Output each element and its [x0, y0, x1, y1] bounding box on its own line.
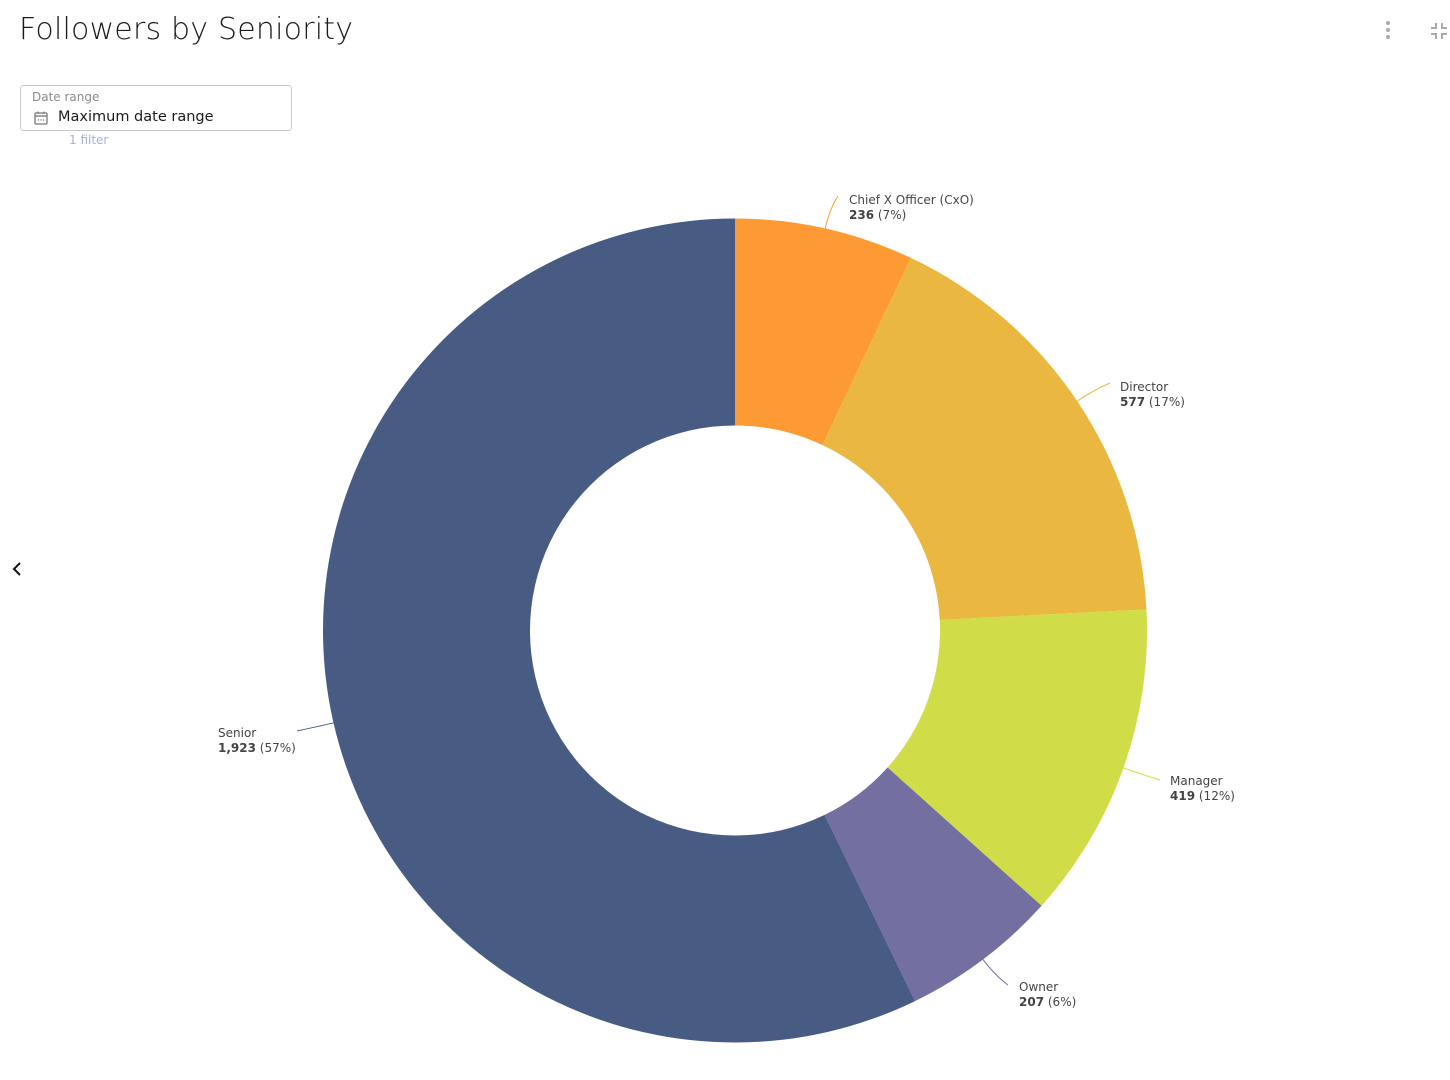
collapse-icon [1431, 23, 1447, 39]
donut-slice[interactable] [887, 609, 1148, 906]
slice-label-value: 577 (17%) [1120, 395, 1185, 409]
filter-count[interactable]: 1 filter [69, 133, 109, 147]
date-range-filter[interactable]: Date range Maximum date range [20, 85, 292, 131]
slice-label-value: 1,923 (57%) [218, 741, 296, 755]
slice-label-value: 419 (12%) [1170, 789, 1235, 803]
leader-line [1075, 382, 1111, 403]
donut-slice[interactable] [735, 218, 911, 446]
slice-label-category: Manager [1170, 774, 1223, 788]
vertical-dots-icon [1386, 21, 1390, 39]
slice-label-value: 236 (7%) [849, 208, 906, 222]
leader-line [981, 957, 1009, 986]
slice-label-category: Senior [218, 726, 256, 740]
slice-label-category: Director [1120, 380, 1168, 394]
donut-slice[interactable] [323, 218, 916, 1043]
leader-line [1121, 766, 1161, 781]
more-options-button[interactable] [1380, 18, 1396, 44]
donut-slice[interactable] [824, 767, 1042, 1002]
donut-slice[interactable] [822, 257, 1147, 620]
collapse-button[interactable] [1428, 20, 1450, 42]
back-button[interactable] [8, 558, 28, 580]
slice-label-category: Owner [1019, 980, 1058, 994]
calendar-icon [34, 111, 48, 125]
slice-label-category: Chief X Officer (CxO) [849, 193, 974, 207]
leader-line [296, 721, 336, 732]
page-title: Followers by Seniority [19, 12, 354, 47]
chevron-left-icon [12, 562, 21, 576]
slice-label-value: 207 (6%) [1019, 995, 1076, 1009]
date-range-value: Maximum date range [58, 109, 214, 125]
date-range-label: Date range [32, 90, 100, 104]
leader-line [824, 195, 839, 231]
